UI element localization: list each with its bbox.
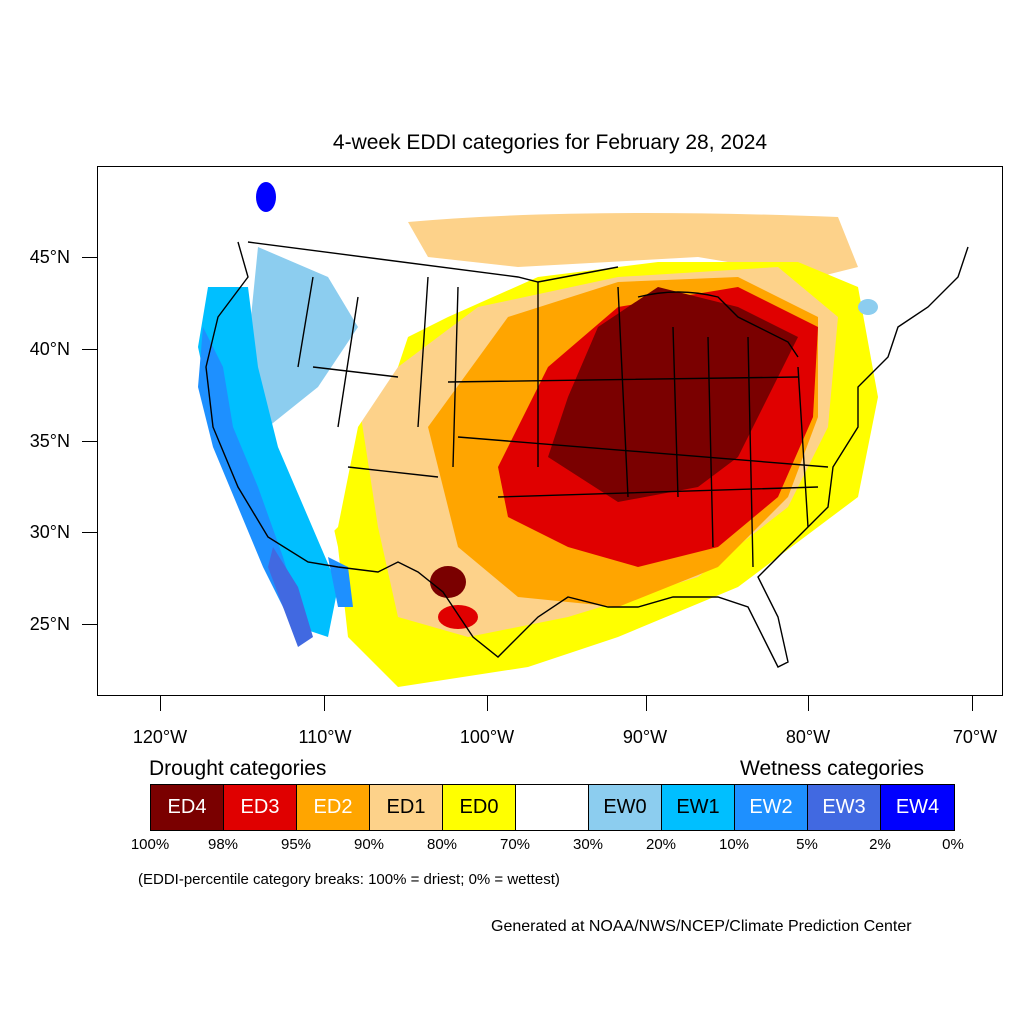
- region-texas-ed4: [430, 566, 466, 598]
- legend-break-label: 30%: [572, 836, 604, 853]
- drought-heading: Drought categories: [149, 757, 327, 780]
- lon-tick-110: [324, 696, 325, 711]
- lon-label-110: 110°W: [298, 727, 352, 747]
- canada-border: [247, 241, 619, 283]
- region-texas-ed3: [438, 605, 478, 629]
- legend-note: (EDDI-percentile category breaks: 100% =…: [138, 871, 560, 888]
- region-mexico-ew1: [328, 557, 353, 607]
- us-outline: [205, 241, 969, 668]
- lon-tick-120: [160, 696, 161, 711]
- lon-label-90: 90°W: [622, 727, 668, 747]
- region-ed4: [548, 287, 798, 502]
- lon-label-120: 120°W: [132, 727, 188, 747]
- legend-break-label: 2%: [869, 836, 891, 853]
- region-northeast-ew1: [858, 299, 878, 315]
- lat-tick-25: [82, 624, 97, 625]
- lon-label-80: 80°W: [785, 727, 831, 747]
- region-coast-ew2: [198, 327, 298, 617]
- legend-break-label: 10%: [718, 836, 750, 853]
- lat-tick-30: [82, 532, 97, 533]
- legend-cell-ew3: EW3: [808, 785, 881, 830]
- legend-break-label: 70%: [499, 836, 531, 853]
- boundaries: [205, 241, 969, 668]
- lat-label-30: 30°N: [29, 522, 70, 542]
- legend-break-label: 90%: [353, 836, 385, 853]
- legend-break-label: 0%: [942, 836, 964, 853]
- map-title: 4-week EDDI categories for February 28, …: [332, 131, 768, 154]
- legend-cell-ed0: ED0: [443, 785, 516, 830]
- legend-cell-ed3: ED3: [224, 785, 297, 830]
- lat-label-40: 40°N: [29, 339, 70, 359]
- region-canada-ed1: [408, 213, 858, 277]
- state-lines-2: [537, 282, 809, 568]
- legend-cell-ed4: ED4: [151, 785, 224, 830]
- legend-break-label: 95%: [280, 836, 312, 853]
- credit-line: Generated at NOAA/NWS/NCEP/Climate Predi…: [491, 918, 912, 935]
- legend-cell-ew1: EW1: [662, 785, 735, 830]
- region-northwest-ew4: [256, 182, 276, 212]
- lon-tick-80: [808, 696, 809, 711]
- state-lines-3: [447, 376, 829, 498]
- legend-cell-ew0: EW0: [589, 785, 662, 830]
- lat-label-45: 45°N: [29, 247, 70, 267]
- legend-cell-ew4: EW4: [881, 785, 954, 830]
- legend-cell-ew2: EW2: [735, 785, 808, 830]
- legend-cell-ed1: ED1: [370, 785, 443, 830]
- region-baja-ew3: [268, 547, 313, 647]
- legend-break-label: 20%: [645, 836, 677, 853]
- lon-tick-90: [646, 696, 647, 711]
- wetness-heading: Wetness categories: [740, 757, 925, 780]
- state-lines-1: [297, 276, 459, 478]
- lon-tick-100: [487, 696, 488, 711]
- legend-cell-neutral: [516, 785, 589, 830]
- lat-label-35: 35°N: [29, 431, 70, 451]
- eddi-map: [198, 182, 969, 687]
- lat-label-25: 25°N: [29, 614, 70, 634]
- lon-tick-70: [972, 696, 973, 711]
- lat-tick-40: [82, 349, 97, 350]
- legend-cell-ed2: ED2: [297, 785, 370, 830]
- legend-break-label: 98%: [207, 836, 239, 853]
- legend-bar: ED4 ED3 ED2 ED1 ED0 EW0 EW1 EW2 EW3 EW4: [150, 784, 955, 831]
- great-lakes: [637, 291, 799, 358]
- lon-label-100: 100°W: [459, 727, 515, 747]
- legend-break-label: 80%: [426, 836, 458, 853]
- lat-tick-45: [82, 257, 97, 258]
- lon-label-70: 70°W: [952, 727, 998, 747]
- legend-break-label: 100%: [130, 836, 170, 853]
- region-coast-ew1: [198, 287, 338, 637]
- legend-break-label: 5%: [796, 836, 818, 853]
- map-panel: [97, 166, 1003, 696]
- lat-tick-35: [82, 441, 97, 442]
